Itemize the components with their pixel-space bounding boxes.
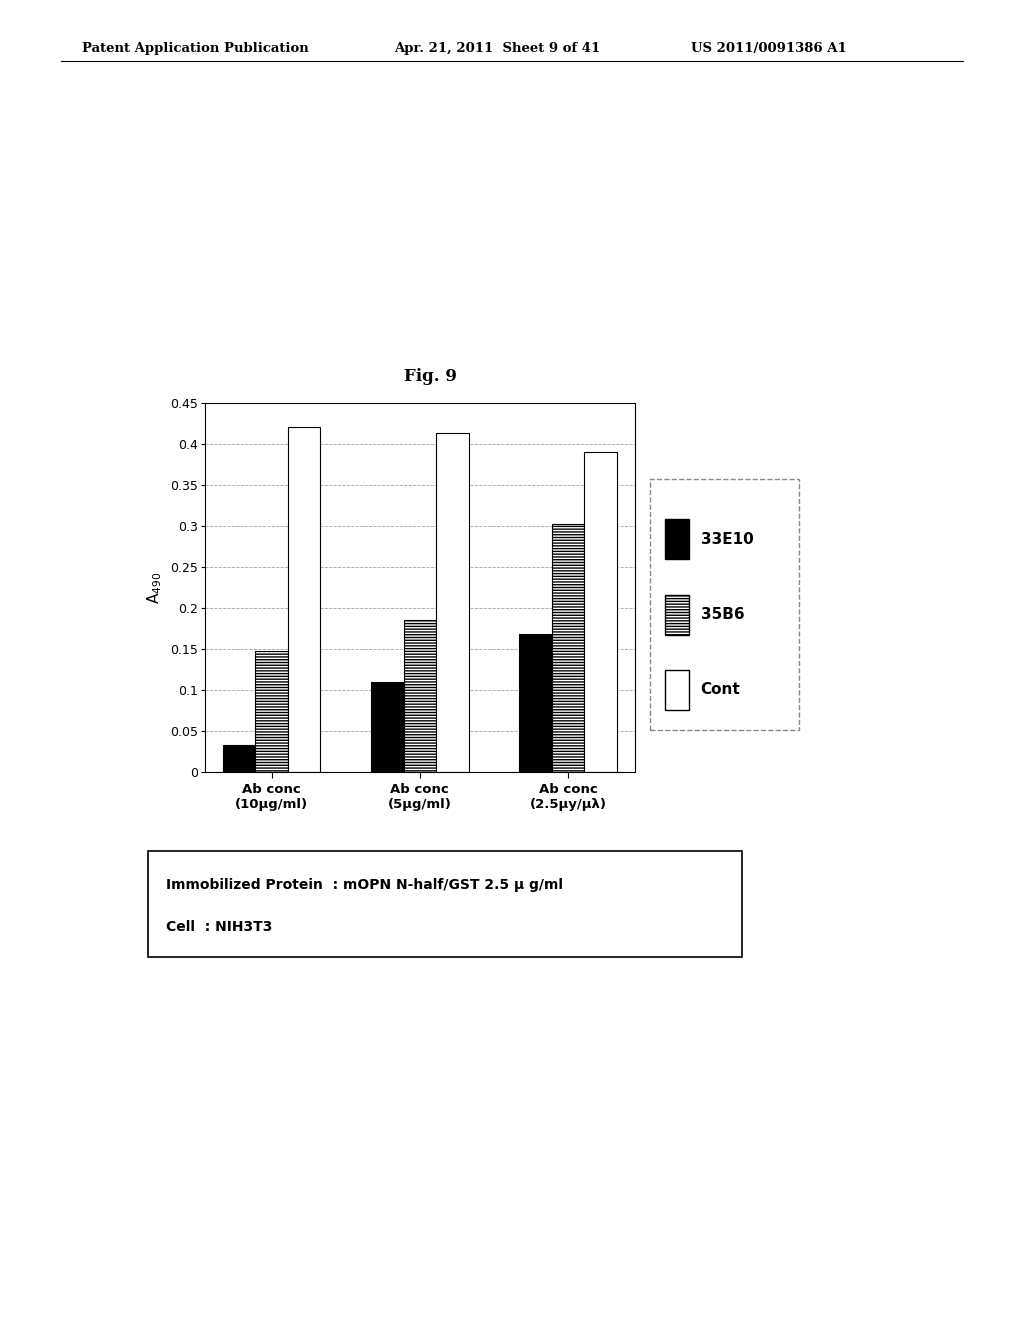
Bar (519, 634, 552, 772)
Text: 33E10: 33E10 (700, 532, 754, 546)
Bar (222, 744, 255, 772)
Text: Patent Application Publication: Patent Application Publication (82, 42, 308, 55)
Bar (288, 428, 321, 772)
Bar (255, 651, 288, 772)
Text: Apr. 21, 2011  Sheet 9 of 41: Apr. 21, 2011 Sheet 9 of 41 (394, 42, 600, 55)
Bar (403, 620, 436, 772)
Text: Fig. 9: Fig. 9 (403, 368, 457, 384)
Bar (666, 669, 689, 710)
Text: US 2011/0091386 A1: US 2011/0091386 A1 (691, 42, 847, 55)
Bar (666, 519, 689, 560)
Bar (666, 594, 689, 635)
Bar (371, 682, 403, 772)
Text: Cont: Cont (700, 682, 740, 697)
Bar (436, 433, 469, 772)
Y-axis label: A$_{490}$: A$_{490}$ (145, 572, 164, 603)
Text: 35B6: 35B6 (700, 607, 744, 622)
Bar (585, 451, 617, 772)
Text: Immobilized Protein  : mOPN N-half/GST 2.5 μ g/ml: Immobilized Protein : mOPN N-half/GST 2.… (166, 878, 563, 892)
Bar (552, 524, 585, 772)
Text: Cell  : NIH3T3: Cell : NIH3T3 (166, 920, 272, 935)
